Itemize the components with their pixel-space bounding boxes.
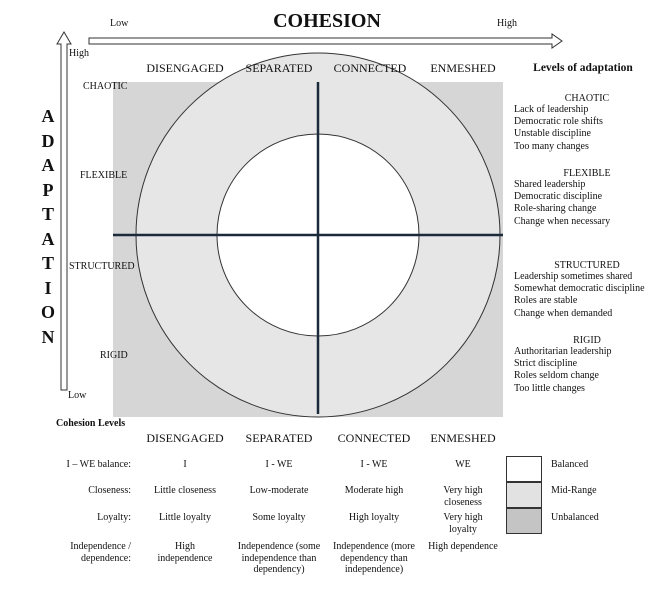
row-label-i-we-balance: I – WE balance: xyxy=(66,459,131,470)
table-cell: Some loyalty xyxy=(252,512,306,523)
column-header-disengaged: DISENGAGED xyxy=(146,61,224,75)
table-cell: High loyalty xyxy=(348,512,400,523)
adaptation-title-letter: P xyxy=(42,179,54,200)
legend-label-mid-range: Mid-Range xyxy=(551,485,597,496)
list-item: Roles seldom change xyxy=(514,370,599,382)
adaptation-title-letter: N xyxy=(41,326,55,347)
cohesion-low-label: Low xyxy=(110,18,129,29)
adaptation-title-letter: D xyxy=(41,130,55,151)
list-item: Lack of leadership xyxy=(514,104,589,115)
legend-swatch-balanced xyxy=(506,456,542,482)
legend-label-balanced: Balanced xyxy=(551,459,589,470)
adaptation-title-letter: A xyxy=(41,155,55,175)
adaptation-high-label: High xyxy=(69,48,89,59)
adaptation-group-title: CHAOTIC xyxy=(564,93,610,104)
list-item: Democratic discipline xyxy=(514,191,603,203)
column-header-separated: SEPARATED xyxy=(245,61,313,75)
legend-label-unbalanced: Unbalanced xyxy=(551,512,599,523)
bottom-column-header-separated: SEPARATED xyxy=(245,431,313,445)
adaptation-title-letter: T xyxy=(41,204,54,224)
adaptation-group-title: STRUCTURED xyxy=(554,260,620,271)
table-cell: Independence (some independence than dep… xyxy=(237,541,321,575)
table-cell: Little closeness xyxy=(154,485,216,496)
list-item: Roles are stable xyxy=(514,295,578,307)
bottom-column-header-enmeshed: ENMESHED xyxy=(430,431,496,445)
adaptation-low-label: Low xyxy=(68,390,87,401)
adaptation-group-structured: STRUCTURED Leadership sometimes shared S… xyxy=(514,260,652,320)
bottom-column-header-connected: CONNECTED xyxy=(337,431,411,445)
list-item: Leadership sometimes shared xyxy=(514,271,633,282)
row-label-closeness: Closeness: xyxy=(88,485,131,496)
adaptation-group-title: FLEXIBLE xyxy=(563,168,611,179)
row-header-structured: STRUCTURED xyxy=(69,261,135,272)
table-cell: I xyxy=(183,459,187,470)
table-cell: WE xyxy=(455,459,471,470)
adaptation-title-letter: A xyxy=(41,106,55,126)
column-header-enmeshed: ENMESHED xyxy=(430,61,496,75)
row-header-rigid: RIGID xyxy=(100,350,128,361)
table-cell: Very high closeness xyxy=(443,485,483,508)
table-cell: Low-moderate xyxy=(249,485,309,496)
row-header-flexible: FLEXIBLE xyxy=(80,170,128,181)
table-cell: Independence (more dependency than indep… xyxy=(333,541,415,575)
table-cell: Little loyalty xyxy=(159,512,211,523)
list-item: Somewhat democratic discipline xyxy=(514,283,645,295)
list-item: Too little changes xyxy=(514,382,585,394)
list-item: Change when demanded xyxy=(514,307,613,319)
list-item: Unstable discipline xyxy=(514,128,591,140)
bottom-column-header-disengaged: DISENGAGED xyxy=(146,431,224,445)
adaptation-title-letter: O xyxy=(40,302,55,322)
adaptation-group-chaotic: CHAOTIC Lack of leadership Democratic ro… xyxy=(514,93,652,153)
list-item: Shared leadership xyxy=(514,179,586,190)
table-cell: Very high loyalty xyxy=(443,512,483,535)
table-cell: High independence xyxy=(157,541,213,564)
levels-of-adaptation-title: Levels of adaptation xyxy=(533,62,633,74)
cohesion-arrow xyxy=(88,33,563,49)
adaptation-arrow xyxy=(56,31,72,391)
adaptation-group-flexible: FLEXIBLE Shared leadership Democratic di… xyxy=(514,168,652,228)
list-item: Strict discipline xyxy=(514,358,578,370)
table-cell: I - WE xyxy=(265,459,293,470)
column-header-connected: CONNECTED xyxy=(333,61,407,75)
list-item: Change when necessary xyxy=(514,215,611,227)
adaptation-title-letter: I xyxy=(44,277,52,298)
list-item: Too many changes xyxy=(514,140,589,152)
cohesion-high-label: High xyxy=(497,18,517,29)
legend-swatch-mid-range xyxy=(506,482,542,508)
cohesion-levels-title: Cohesion Levels xyxy=(56,418,126,429)
row-header-chaotic: CHAOTIC xyxy=(83,81,128,92)
row-label-independence-dependence: Independence / dependence: xyxy=(70,541,131,564)
list-item: Democratic role shifts xyxy=(514,116,603,128)
adaptation-group-title: RIGID xyxy=(573,335,601,346)
table-cell: Moderate high xyxy=(344,485,404,496)
table-cell: I - WE xyxy=(360,459,388,470)
legend-swatch-unbalanced xyxy=(506,508,542,534)
list-item: Role-sharing change xyxy=(514,203,597,215)
adaptation-group-rigid: RIGID Authoritarian leadership Strict di… xyxy=(514,335,652,395)
row-label-loyalty: Loyalty: xyxy=(97,512,131,523)
cohesion-title: COHESION xyxy=(273,10,381,32)
list-item: Authoritarian leadership xyxy=(514,346,612,357)
adaptation-title-letter: A xyxy=(41,228,55,249)
table-cell: High dependence xyxy=(428,541,498,552)
adaptation-title-letter: T xyxy=(41,253,54,273)
